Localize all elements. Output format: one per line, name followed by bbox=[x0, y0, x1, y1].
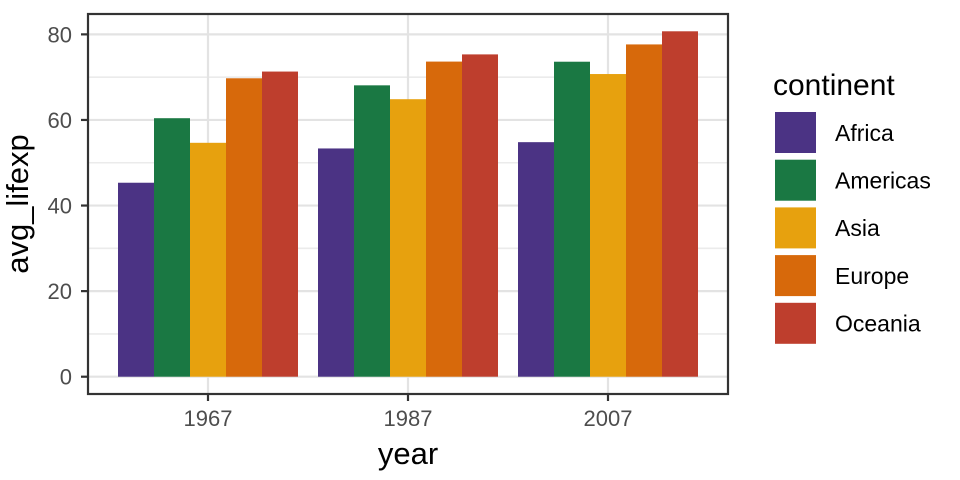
bar-americas-2007 bbox=[554, 61, 590, 377]
legend-label-oceania: Oceania bbox=[835, 311, 921, 337]
legend-item-americas: Americas bbox=[775, 159, 931, 201]
axis-ticks bbox=[81, 33, 610, 401]
legend-label-americas: Americas bbox=[835, 168, 931, 194]
bar-asia-2007 bbox=[590, 74, 626, 377]
legend-label-asia: Asia bbox=[835, 215, 880, 241]
legend-swatch-africa bbox=[775, 112, 816, 153]
x-tick-label: 1987 bbox=[384, 406, 433, 431]
bars bbox=[118, 31, 698, 377]
bar-oceania-1987 bbox=[462, 54, 498, 377]
legend-swatch-americas bbox=[775, 159, 816, 201]
y-tick-label: 40 bbox=[48, 194, 72, 219]
x-axis-title: year bbox=[378, 436, 438, 471]
bar-europe-2007 bbox=[626, 44, 662, 377]
legend-label-europe: Europe bbox=[835, 263, 909, 289]
legend-label-africa: Africa bbox=[835, 120, 894, 146]
bar-europe-1987 bbox=[426, 61, 462, 377]
legend-swatch-asia bbox=[775, 207, 816, 249]
legend-item-europe: Europe bbox=[775, 255, 909, 297]
y-axis-tick-labels: 0 20 40 60 80 bbox=[48, 22, 72, 389]
legend-swatch-europe bbox=[775, 255, 816, 297]
y-tick-label: 60 bbox=[48, 108, 72, 133]
bar-americas-1967 bbox=[154, 118, 190, 377]
x-tick-label: 2007 bbox=[584, 406, 633, 431]
legend-items: Africa Americas Asia Europe Oceania bbox=[775, 112, 931, 344]
legend-item-africa: Africa bbox=[775, 112, 894, 153]
legend-item-oceania: Oceania bbox=[775, 302, 921, 344]
x-axis-tick-labels: 1967 1987 2007 bbox=[184, 406, 633, 431]
y-tick-label: 80 bbox=[48, 22, 72, 47]
bar-asia-1967 bbox=[190, 142, 226, 377]
bar-asia-1987 bbox=[390, 99, 426, 377]
x-tick-label: 1967 bbox=[184, 406, 233, 431]
y-axis-title: avg_lifexp bbox=[0, 134, 35, 274]
bar-oceania-2007 bbox=[662, 31, 698, 377]
bar-europe-1967 bbox=[226, 78, 262, 377]
legend: continent Africa Americas Asia Europe Oceani… bbox=[773, 69, 931, 344]
legend-swatch-oceania bbox=[775, 302, 816, 344]
legend-title: continent bbox=[773, 69, 895, 102]
bar-oceania-1967 bbox=[262, 71, 298, 377]
bar-africa-1987 bbox=[318, 148, 354, 377]
legend-item-asia: Asia bbox=[775, 207, 880, 249]
y-tick-label: 0 bbox=[60, 365, 72, 390]
bar-africa-2007 bbox=[518, 142, 554, 377]
bar-africa-1967 bbox=[118, 182, 154, 377]
bar-americas-1987 bbox=[354, 85, 390, 377]
y-tick-label: 20 bbox=[48, 279, 72, 304]
